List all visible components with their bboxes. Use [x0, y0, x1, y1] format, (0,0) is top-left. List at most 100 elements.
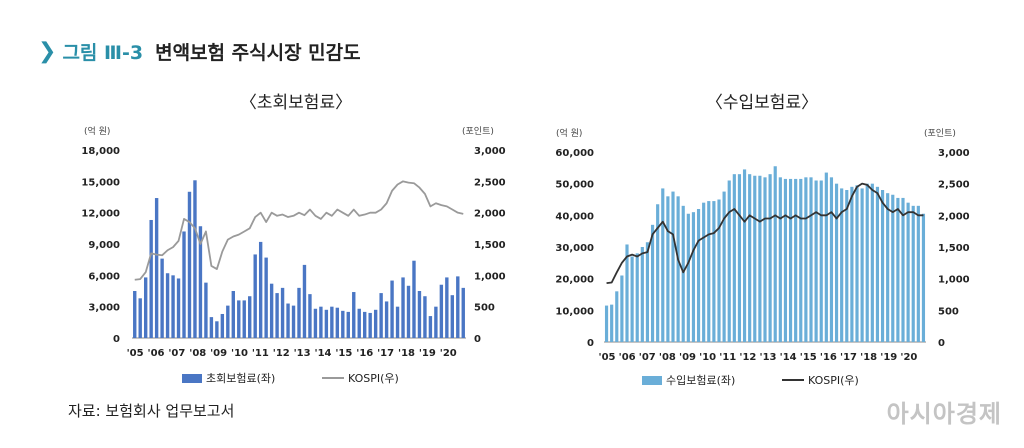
total-premium-bar — [640, 247, 644, 342]
total-premium-x-tick-label: '10 — [699, 352, 716, 363]
first-premium-bar — [209, 317, 214, 338]
first-premium-bar — [319, 306, 323, 338]
first-premium-kospi-line — [134, 180, 464, 281]
total-premium-x-tick-label: '08 — [659, 352, 676, 363]
total-premium-bar — [712, 201, 716, 342]
total-premium-x-tick-label: '05 — [599, 352, 616, 363]
watermark-logo: 아시아경제 — [886, 400, 1002, 428]
first-premium-y-tick-label: 3,000 — [88, 303, 120, 314]
first-premium-bar — [417, 291, 422, 338]
total-premium-bar — [702, 202, 706, 342]
first-premium-x-tick-label: '06 — [148, 348, 165, 359]
first-premium-y2-tick-label: 0 — [474, 334, 481, 345]
first-premium-bar — [248, 296, 252, 338]
total-premium-left-unit: (억 원) — [556, 127, 582, 139]
total-premium-bar — [681, 205, 685, 342]
first-premium-y2-tick-label: 2,000 — [474, 209, 506, 220]
first-premium-bar — [237, 300, 241, 338]
total-premium-right-unit: (포인트) — [924, 128, 956, 139]
source-note: 자료: 보험회사 업무보고서 — [68, 402, 235, 420]
first-premium-y-tick-label: 9,000 — [88, 240, 120, 251]
first-premium-bar — [341, 310, 345, 338]
first-premium-x-tick-label: '18 — [398, 348, 415, 359]
first-premium-bar — [165, 273, 170, 338]
total-premium-legend-bar-label: 수입보험료(좌) — [666, 374, 735, 387]
total-premium-bar — [788, 178, 793, 342]
total-premium-bar — [768, 174, 772, 342]
first-premium-x-tick-label: '14 — [315, 348, 332, 359]
first-premium-bar — [363, 311, 367, 338]
total-premium-bar — [686, 213, 690, 342]
first-premium-legend-bar-swatch — [182, 374, 202, 383]
first-premium-bar — [324, 309, 329, 338]
first-premium-bar — [373, 309, 378, 338]
first-premium-bar — [357, 308, 361, 338]
first-premium-bar — [187, 191, 192, 338]
total-premium-x-tick-label: '14 — [780, 352, 797, 363]
total-premium-x-tick-label: '16 — [820, 352, 837, 363]
total-premium-bar — [850, 186, 854, 342]
first-premium-bar — [133, 291, 137, 338]
first-premium-bar — [406, 285, 411, 338]
first-premium-bar — [258, 241, 263, 338]
first-premium-bar — [138, 298, 142, 338]
first-premium-legend-line-label: KOSPI(우) — [348, 372, 399, 385]
first-premium-bar — [412, 260, 416, 338]
first-premium-x-tick-label: '19 — [419, 348, 436, 359]
total-premium-y-tick-label: 10,000 — [555, 306, 594, 317]
first-premium-x-tick-label: '10 — [231, 348, 248, 359]
total-premium-y2-tick-label: 1,500 — [938, 243, 970, 254]
total-premium-bar — [829, 177, 834, 342]
total-premium-bar — [742, 169, 747, 342]
first-premium-bar — [149, 219, 153, 338]
first-premium-bar — [450, 295, 454, 338]
first-premium-y2-tick-label: 3,000 — [474, 146, 506, 157]
first-premium-bar — [171, 275, 175, 338]
first-premium-bar — [182, 231, 186, 338]
total-premium-bar — [625, 244, 629, 342]
first-premium-bar — [275, 293, 279, 338]
first-premium-bar — [291, 305, 296, 338]
first-premium-bar — [143, 277, 148, 338]
first-premium-bar — [379, 293, 383, 338]
total-premium-legend-line-label: KOSPI(우) — [808, 374, 859, 387]
first-premium-y2-tick-label: 2,500 — [474, 177, 506, 188]
total-premium-x-tick-label: '12 — [739, 352, 756, 363]
total-premium-bar — [753, 175, 757, 342]
first-premium-bar — [439, 284, 444, 338]
total-premium-y2-tick-label: 2,000 — [938, 211, 970, 222]
first-premium-bar — [423, 296, 427, 338]
total-premium-bar — [610, 304, 614, 342]
first-premium-bar — [434, 306, 438, 338]
first-premium-bar — [264, 257, 268, 338]
total-premium-y2-tick-label: 0 — [938, 338, 945, 349]
total-premium-bar — [783, 178, 788, 342]
total-premium-kospi-line — [606, 182, 924, 284]
total-premium-bar — [650, 224, 655, 342]
total-premium-bar — [896, 197, 900, 342]
total-premium-bar — [891, 194, 895, 342]
first-premium-legend-bar-label: 초회보험료(좌) — [206, 372, 275, 385]
first-premium-x-tick-label: '05 — [127, 348, 144, 359]
total-premium-bar — [794, 178, 798, 342]
total-premium-bar — [722, 191, 726, 342]
total-premium-bar — [870, 183, 874, 342]
total-premium-x-tick-label: '13 — [760, 352, 777, 363]
total-premium-bar — [855, 185, 859, 342]
total-premium-y-tick-label: 20,000 — [555, 275, 594, 286]
first-premium-y2-tick-label: 1,500 — [474, 240, 506, 251]
first-premium-bar — [456, 276, 460, 338]
total-premium-y-tick-label: 50,000 — [555, 180, 594, 191]
total-premium-y2-tick-label: 3,000 — [938, 148, 970, 159]
first-premium-bar — [204, 282, 208, 338]
first-premium-bar — [390, 280, 394, 338]
total-premium-bar — [691, 212, 696, 342]
total-premium-bar — [809, 177, 813, 342]
total-premium-bar — [620, 275, 624, 342]
total-premium-bar — [840, 188, 844, 342]
total-premium-bar — [604, 305, 609, 342]
total-premium-bar — [845, 190, 849, 342]
chevron-right-icon: ❯ — [38, 39, 57, 64]
first-premium-bar — [198, 226, 203, 338]
total-premium-bar — [834, 183, 839, 342]
